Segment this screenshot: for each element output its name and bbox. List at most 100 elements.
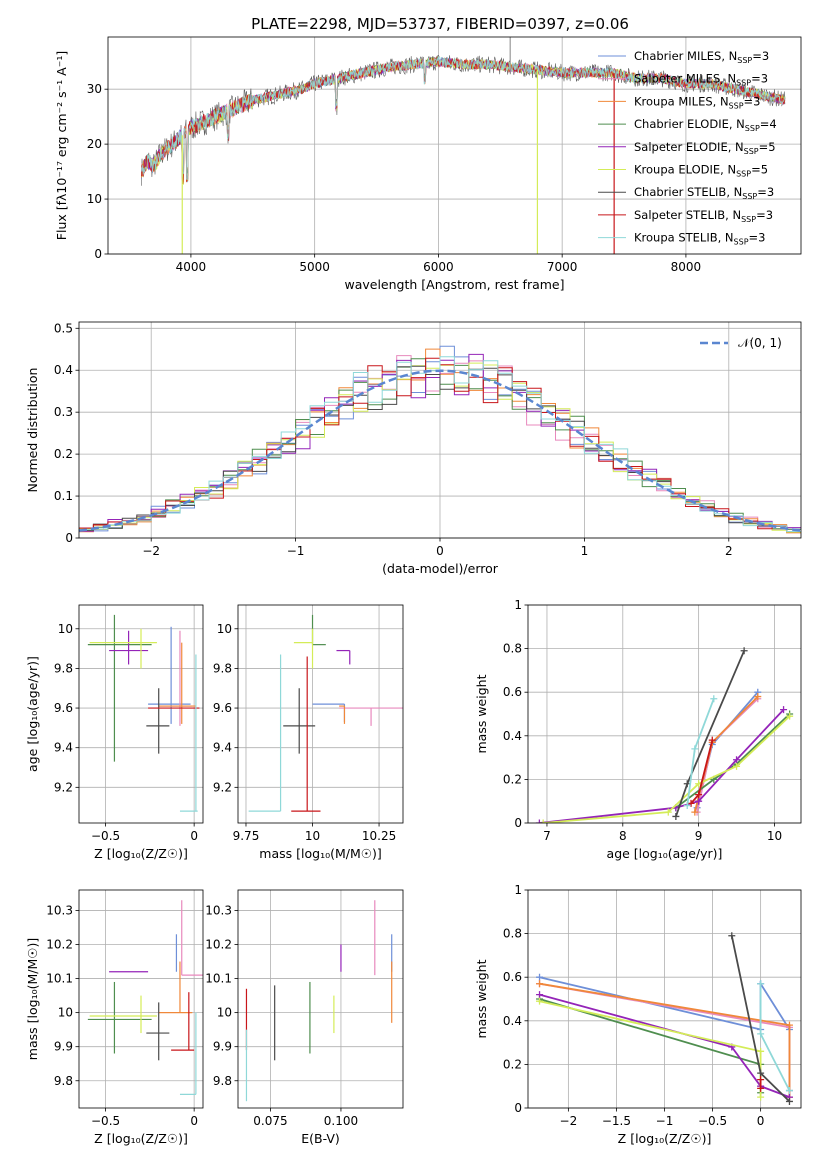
errorbar-point <box>248 654 282 812</box>
x-tick-label: 9.75 <box>233 829 260 843</box>
x-tick-label: 0.075 <box>253 1114 287 1128</box>
weight-marker <box>708 736 716 744</box>
weight-marker <box>785 1087 793 1095</box>
y-tick-label: 0.4 <box>503 1014 522 1028</box>
weight-marker <box>757 1093 765 1101</box>
errorbar-point <box>146 688 170 754</box>
y-tick-label: 0 <box>514 1101 522 1115</box>
weight-marker <box>695 791 703 799</box>
legend-model-name: Kroupa STELIB, N <box>634 231 734 245</box>
x-tick-label: −0.5 <box>698 1114 727 1128</box>
x-tick-label: 2 <box>725 544 733 558</box>
x-axis-label: Z [log₁₀(Z/Z☉)] <box>94 846 188 861</box>
grid-mass-vs-ebv <box>238 890 403 1108</box>
panel-age-vs-z: −0.5 0 9.2 9.4 9.6 9.8 10 Z [log₁₀(Z/Z☉)] age [l… <box>25 604 204 861</box>
gaussian-curve <box>79 369 801 532</box>
legend-nssp: =5 <box>751 163 768 177</box>
axes-frame <box>237 604 404 824</box>
weight-series <box>672 710 794 812</box>
errorbar-point <box>171 992 195 1051</box>
y-tick-label: 9.8 <box>54 661 73 675</box>
legend-subscript: SSP <box>734 238 749 247</box>
weight-marker <box>691 808 699 816</box>
weight-marker <box>535 819 543 823</box>
plot-area-residuals <box>79 345 801 534</box>
errorbar-point <box>89 628 157 669</box>
x-tick-label: −0.5 <box>91 1114 120 1128</box>
y-tick-label: 0.2 <box>503 1057 522 1071</box>
y-tick-label: 10 <box>217 622 232 636</box>
weight-series <box>687 736 716 807</box>
errorbar-point <box>89 995 157 1034</box>
legend-entry: Chabrier MILES, NSSP=3 <box>634 49 769 65</box>
y-axis-label: Flux [fλ10⁻¹⁷ erg cm⁻² s⁻¹ A⁻¹] <box>54 51 69 240</box>
weight-marker <box>757 1047 765 1055</box>
axes-frame <box>78 604 204 824</box>
weight-marker <box>536 997 544 1005</box>
y-tick-label: 0.8 <box>503 642 522 656</box>
y-tick-label: 10.3 <box>205 903 232 917</box>
y-tick-label: 0.5 <box>54 321 73 335</box>
legend-entry: Kroupa ELODIE, NSSP=5 <box>634 163 768 179</box>
legend-subscript: SSP <box>742 192 757 201</box>
legend-subscript: SSP <box>737 56 752 65</box>
x-tick-label: 9 <box>695 829 703 843</box>
legend-model-name: Chabrier MILES, N <box>634 49 737 63</box>
weight-marker <box>728 932 736 940</box>
errorbar-point <box>181 900 203 976</box>
plot-area-weight-vs-z <box>536 932 793 1105</box>
plot-area-weight-vs-age <box>535 647 794 823</box>
errorbar-point <box>312 703 346 722</box>
x-tick-label: 6000 <box>423 260 454 274</box>
y-tick-label: 9.2 <box>54 780 73 794</box>
legend-entry: Chabrier STELIB, NSSP=3 <box>634 185 774 201</box>
legend-model-name: Salpeter MILES, N <box>634 72 736 86</box>
y-tick-label: 9.8 <box>213 661 232 675</box>
weight-line <box>543 715 791 823</box>
legend-entry: Kroupa STELIB, NSSP=3 <box>634 231 765 247</box>
legend-nssp: =3 <box>749 231 766 245</box>
y-tick-label: 0.4 <box>54 363 73 377</box>
x-axis-label: Z [log₁₀(Z/Z☉)] <box>618 1131 712 1146</box>
y-tick-label: 0.1 <box>54 489 73 503</box>
errorbar-point <box>291 656 321 812</box>
x-tick-label: 10 <box>305 829 320 843</box>
axes-frame <box>107 36 802 255</box>
x-tick-label: −0.5 <box>91 829 120 843</box>
y-tick-label: 1 <box>514 883 522 897</box>
weight-marker <box>785 1021 793 1029</box>
y-tick-label: 0 <box>514 816 522 830</box>
legend-subscript: SSP <box>736 79 751 88</box>
panel-mass-vs-z: −0.5 0 9.8 9.9 10 10.1 10.2 10.3 Z [log₁₀(Z/Z☉)]… <box>25 889 204 1146</box>
x-axis-label: E(B-V) <box>301 1131 340 1146</box>
legend-model-name: Chabrier STELIB, N <box>634 185 742 199</box>
weight-marker <box>664 808 672 816</box>
y-tick-label: 0.2 <box>54 447 73 461</box>
y-tick-label: 0.3 <box>54 405 73 419</box>
legend-entry: Kroupa MILES, NSSP=3 <box>634 94 760 110</box>
y-tick-label: 10.2 <box>205 938 232 952</box>
legend-nssp: =3 <box>751 72 768 86</box>
errorbar-point <box>158 630 193 726</box>
grid-age-vs-mass <box>238 605 403 823</box>
y-tick-label: 0 <box>94 247 102 261</box>
weight-marker <box>536 973 544 981</box>
x-tick-label: 7 <box>543 829 551 843</box>
legend-subscript: SSP <box>741 215 756 224</box>
weight-series <box>539 712 794 823</box>
legend-model-name: Chabrier ELODIE, N <box>634 117 745 131</box>
errorbar-point <box>311 614 326 646</box>
y-tick-label: 9.8 <box>54 1074 73 1088</box>
axes-frame <box>78 889 204 1109</box>
legend-subscript: SSP <box>736 170 751 179</box>
y-tick-label: 10.2 <box>46 938 73 952</box>
panel-weight-vs-age: 7 8 9 10 0 0.2 0.4 0.6 0.8 1 age [log₁₀(age/yr)] ma… <box>474 598 802 861</box>
errorbar-point <box>146 1002 170 1061</box>
y-tick-label: 0.6 <box>503 970 522 984</box>
x-tick-label: 1 <box>581 544 589 558</box>
x-tick-label: 0 <box>436 544 444 558</box>
y-tick-label: 9.4 <box>213 741 232 755</box>
legend-nssp: =4 <box>760 117 777 131</box>
panel-spectrum: 4000 5000 6000 7000 8000 0 10 20 30 wavelength [A… <box>54 36 802 292</box>
spectrum-line <box>141 57 786 184</box>
